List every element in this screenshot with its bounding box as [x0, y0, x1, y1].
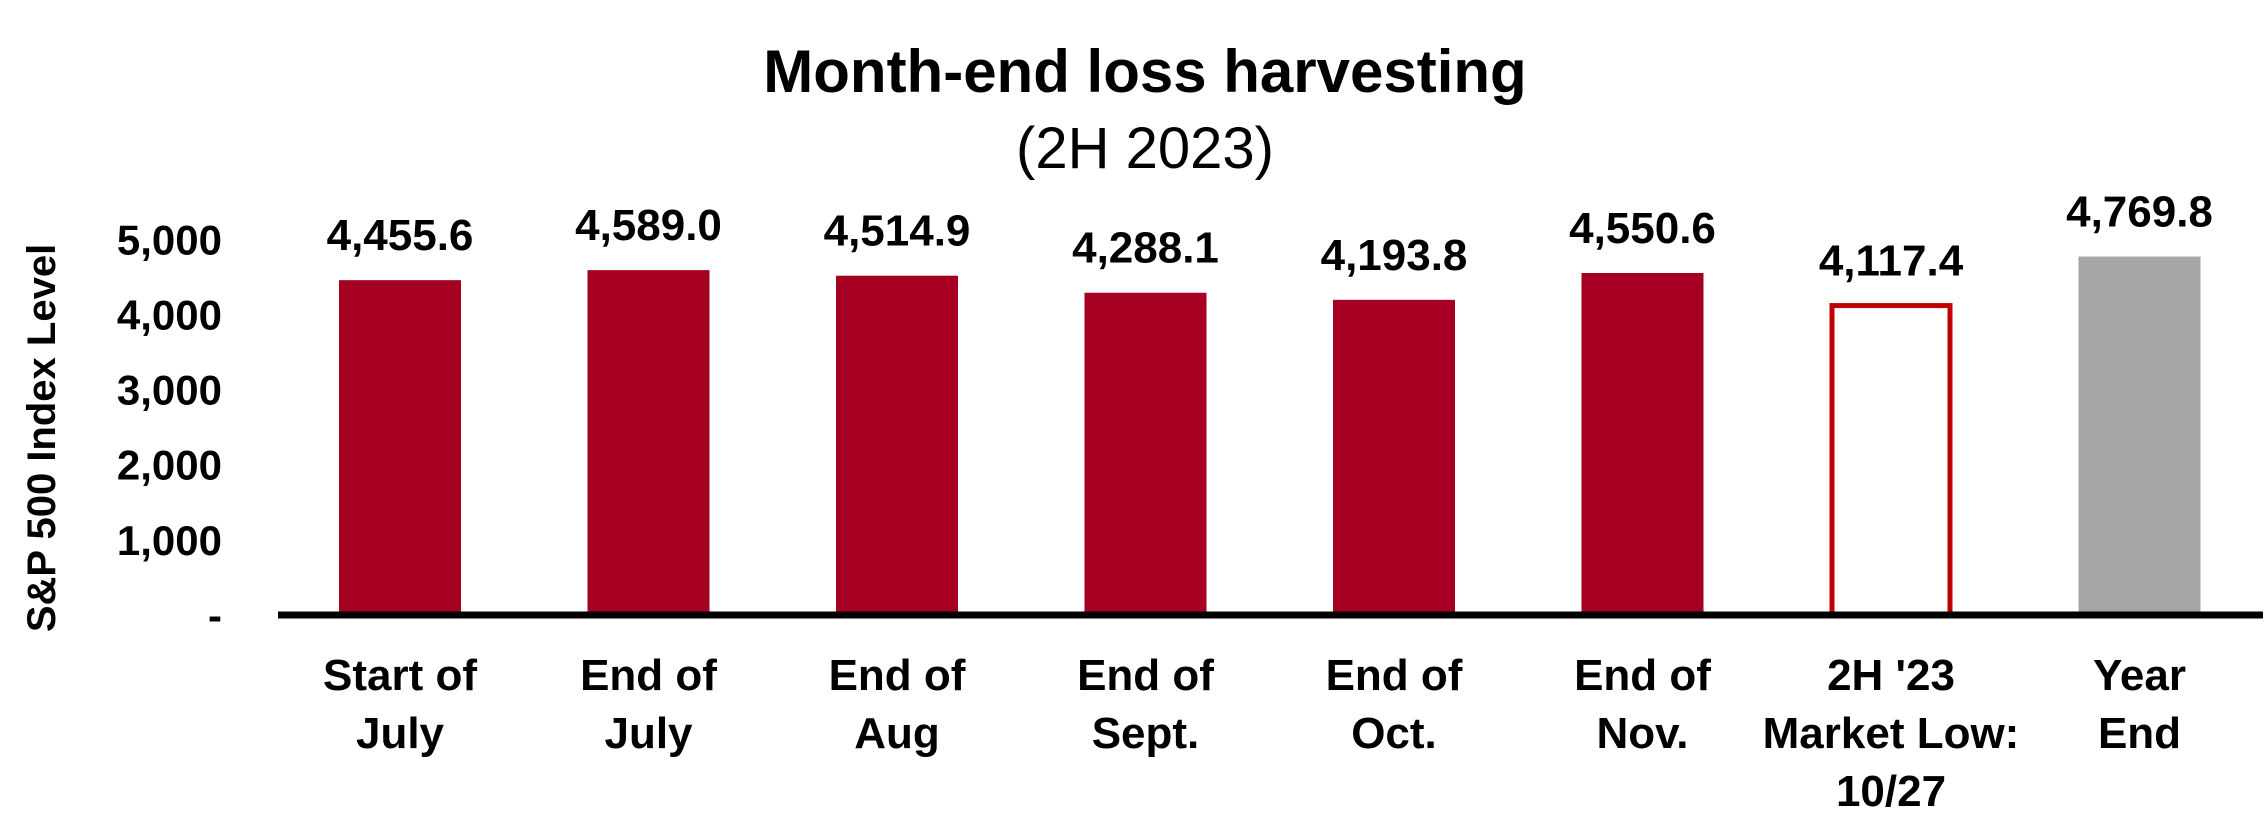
- category-labels: Start of July End of July End of Aug End of Sep…: [323, 651, 2186, 816]
- data-label: 4,288.1: [1072, 224, 1219, 273]
- y-tick-label: 4,000: [117, 291, 222, 338]
- category-label: Oct.: [1351, 709, 1437, 758]
- chart-subtitle: (2H 2023): [1016, 116, 1274, 181]
- data-label: 4,589.0: [575, 201, 722, 250]
- data-label: 4,455.6: [327, 211, 474, 260]
- category-label: End of: [829, 651, 966, 700]
- y-axis-label: S&P 500 Index Level: [20, 244, 64, 632]
- category-label: Aug: [854, 709, 940, 758]
- bar: [587, 270, 710, 615]
- category-label: End of: [1077, 651, 1214, 700]
- chart-title: Month-end loss harvesting: [763, 38, 1526, 105]
- y-tick-label: 2,000: [117, 442, 222, 489]
- category-label: End of: [1326, 651, 1463, 700]
- category-label: Year: [2093, 651, 2186, 700]
- category-label: Nov.: [1596, 709, 1688, 758]
- category-label: End: [2098, 709, 2181, 758]
- category-label: Market Low:: [1763, 709, 2020, 758]
- bar: [2078, 256, 2201, 615]
- bar: [1084, 292, 1207, 615]
- y-tick-label: 5,000: [117, 216, 222, 263]
- bar: [1333, 299, 1455, 615]
- bar: [1829, 303, 1953, 618]
- category-label: July: [604, 709, 693, 758]
- category-label: 10/27: [1836, 767, 1946, 816]
- data-label: 4,117.4: [1819, 237, 1964, 286]
- y-tick-label: 1,000: [117, 517, 222, 564]
- y-tick-label: 3,000: [117, 367, 222, 414]
- category-label: Start of: [323, 651, 477, 700]
- bar: [339, 280, 461, 615]
- bar: [836, 275, 958, 615]
- bar: [1581, 273, 1704, 615]
- data-label: 4,514.9: [824, 207, 971, 256]
- y-axis-ticks: - 1,000 2,000 3,000 4,000 5,000: [117, 216, 222, 639]
- category-label: 2H '23: [1827, 651, 1955, 700]
- category-label: End of: [580, 651, 717, 700]
- category-label: July: [356, 709, 445, 758]
- y-tick-label: -: [208, 592, 222, 639]
- data-label: 4,550.6: [1569, 204, 1716, 253]
- data-labels: 4,455.6 4,589.0 4,514.9 4,288.1 4,193.8 4,550…: [327, 188, 2213, 286]
- bars: [339, 256, 2201, 618]
- category-label: End of: [1574, 651, 1711, 700]
- data-label: 4,193.8: [1321, 231, 1468, 280]
- data-label: 4,769.8: [2066, 188, 2213, 237]
- category-label: Sept.: [1092, 709, 1200, 758]
